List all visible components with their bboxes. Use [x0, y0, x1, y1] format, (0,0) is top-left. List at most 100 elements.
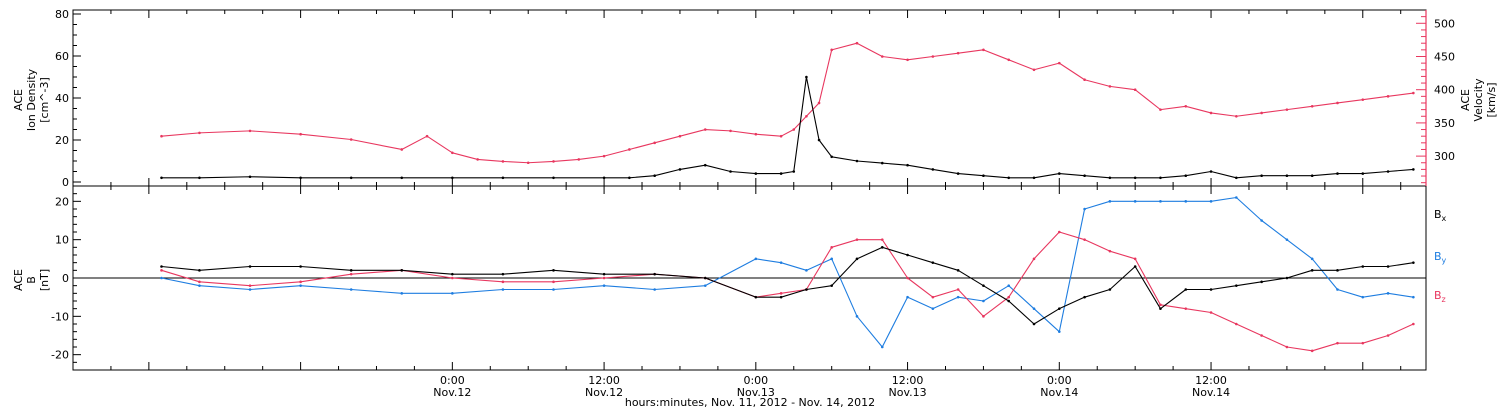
velocity-series-point [501, 160, 505, 163]
by-series-point [779, 261, 783, 264]
by-series-point [1336, 288, 1339, 291]
density-series-point [779, 172, 783, 175]
top-left-tick-label: 20 [55, 134, 69, 147]
density-series-point [1336, 172, 1339, 175]
velocity-series-point [703, 128, 707, 131]
bottom-ylabel-3: [nT] [38, 269, 51, 291]
velocity-series-point [1361, 98, 1365, 101]
bz-series-point [830, 246, 833, 249]
x-axis-title: hours:minutes, Nov. 11, 2012 - Nov. 14, … [625, 396, 875, 409]
velocity-series-point [1032, 68, 1036, 72]
velocity-series-point [1336, 101, 1339, 105]
density-series-point [956, 172, 960, 175]
by-series-point [1310, 257, 1314, 261]
velocity-series-point [678, 134, 682, 138]
x-tick-label-date: Nov.13 [737, 386, 775, 399]
bx-series-line [161, 246, 1414, 325]
bx-series-point [805, 288, 808, 291]
velocity-series-point [1386, 95, 1390, 98]
by-series-point [1083, 207, 1086, 211]
bx-series-point [1032, 322, 1036, 326]
by-series-point [160, 276, 163, 280]
velocity-series-point [880, 55, 884, 58]
velocity-series-point [349, 138, 353, 141]
velocity-series-point [602, 154, 606, 158]
top-right-ylabel-3: [km/s] [1485, 82, 1498, 117]
bz-series-point [1412, 322, 1415, 326]
density-series-point [299, 176, 302, 180]
density-series-point [1386, 170, 1390, 173]
density-series-point [1209, 170, 1213, 173]
bz-series [160, 230, 1415, 353]
bz-series-point [1159, 303, 1162, 307]
top-right-ylabel: ACE [1459, 89, 1472, 111]
bottom-tick-labels: -20 -10 0 10 20 [51, 195, 69, 361]
velocity-series-point [425, 134, 429, 138]
by-series-point [1412, 295, 1415, 299]
velocity-series-point [299, 132, 302, 136]
velocity-series-point [1083, 78, 1086, 82]
density-series-point [602, 176, 606, 180]
top-right-tick-label: 400 [1434, 84, 1455, 97]
velocity-series [160, 41, 1415, 165]
velocity-series-point [577, 158, 581, 161]
density-series-point [1285, 174, 1289, 177]
bx-series-point [703, 276, 707, 280]
bx-series-point [779, 295, 783, 299]
density-series-point [855, 159, 859, 163]
density-series-point [729, 170, 732, 173]
bx-series-point [1336, 269, 1339, 272]
velocity-series-point [1235, 114, 1238, 118]
by-series-point [855, 315, 859, 318]
by-series-line [161, 196, 1414, 348]
velocity-series-point [817, 101, 821, 105]
top-left-ylabel: ACE [12, 89, 25, 111]
bz-series-point [1184, 307, 1188, 310]
bottom-tick-label: 10 [55, 234, 69, 247]
bz-series-point [1260, 334, 1263, 337]
bz-series-point [880, 238, 884, 241]
bz-series-point [160, 269, 163, 272]
bottom-tick-label: -20 [51, 349, 69, 362]
velocity-series-point [1184, 105, 1188, 108]
bx-series-point [1386, 265, 1390, 268]
top-left-tick-label: 40 [55, 92, 69, 105]
by-series-point [956, 295, 960, 299]
density-series-point [830, 155, 833, 159]
bottom-ylabel: ACE [12, 269, 25, 291]
bz-series-point [1032, 257, 1036, 261]
bottom-tick-label: 0 [62, 272, 69, 285]
density-series-point [1260, 174, 1263, 177]
velocity-series-point [931, 55, 935, 58]
by-series-point [982, 299, 985, 303]
velocity-series-point [754, 132, 758, 136]
bx-series-point [880, 246, 884, 249]
by-series-point [1108, 200, 1112, 203]
by-series-point [602, 284, 606, 287]
bz-series-point [501, 280, 505, 284]
bx-series-point [1159, 307, 1162, 310]
bz-series-point [248, 284, 252, 287]
bz-series-point [1133, 257, 1137, 261]
by-series-point [1007, 284, 1011, 287]
by-series-point [501, 288, 505, 291]
velocity-series-point [476, 158, 479, 161]
x-tick-label-time: 0:00 [1047, 374, 1072, 387]
by-series-point [1260, 219, 1263, 222]
velocity-series-point [792, 128, 796, 131]
bx-series-point [1361, 265, 1365, 268]
density-series-point [1412, 168, 1415, 171]
density-series-point [552, 176, 555, 180]
x-tick-labels: 0:00Nov.1212:00Nov.120:00Nov.1312:00Nov.… [433, 374, 1230, 399]
top-left-tick-label: 80 [55, 8, 69, 21]
velocity-series-point [855, 41, 859, 45]
by-series-point [703, 284, 707, 287]
density-series-point [792, 170, 796, 173]
density-series-point [248, 175, 252, 179]
by-series-point [1386, 292, 1390, 295]
top-right-tick-labels: 300 350 400 450 500 [1434, 17, 1455, 163]
bz-series-point [1083, 238, 1086, 241]
top-left-ylabel-3: [cm^-3] [38, 77, 51, 123]
velocity-series-point [248, 129, 252, 133]
x-tick-label-date: Nov.13 [889, 386, 927, 399]
